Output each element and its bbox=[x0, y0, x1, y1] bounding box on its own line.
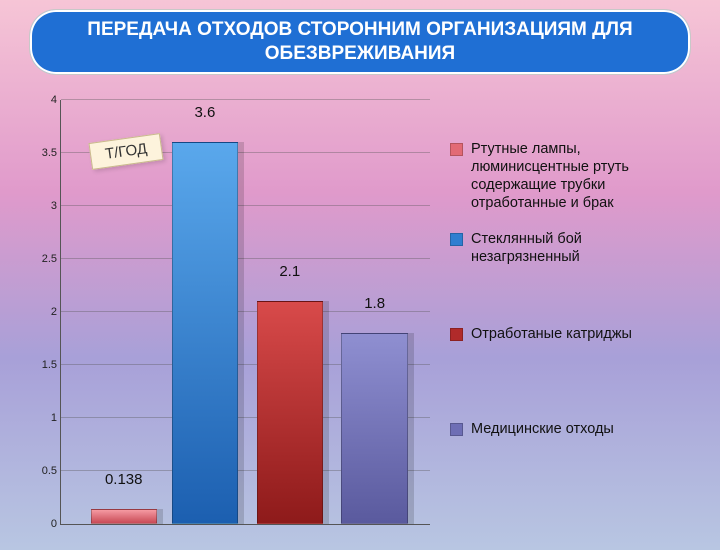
bar-value-label: 1.8 bbox=[335, 295, 415, 312]
legend-swatch bbox=[450, 328, 463, 341]
legend-swatch bbox=[450, 423, 463, 436]
y-tick-label: 3.5 bbox=[33, 147, 57, 159]
page-title: ПЕРЕДАЧА ОТХОДОВ СТОРОННИМ ОРГАНИЗАЦИЯМ … bbox=[87, 19, 632, 64]
grid-line bbox=[61, 205, 430, 206]
legend-item: Отработаные катриджы bbox=[450, 325, 690, 343]
title-bar: ПЕРЕДАЧА ОТХОДОВ СТОРОННИМ ОРГАНИЗАЦИЯМ … bbox=[30, 10, 690, 74]
legend-label: Отработаные катриджы bbox=[471, 325, 632, 343]
legend-item: Ртутные лампы, люминисцентные ртуть соде… bbox=[450, 140, 690, 213]
grid-line bbox=[61, 99, 430, 100]
legend-item: Стеклянный бой незагрязненный bbox=[450, 230, 690, 266]
bar-value-label: 2.1 bbox=[250, 263, 330, 280]
y-tick-label: 2.5 bbox=[33, 253, 57, 265]
bar bbox=[91, 509, 157, 524]
legend-swatch bbox=[450, 233, 463, 246]
y-tick-label: 0 bbox=[33, 518, 57, 530]
y-tick-label: 2 bbox=[33, 306, 57, 318]
y-tick-label: 3 bbox=[33, 200, 57, 212]
legend-swatch bbox=[450, 143, 463, 156]
y-tick-label: 1 bbox=[33, 412, 57, 424]
grid-line bbox=[61, 258, 430, 259]
y-tick-label: 4 bbox=[33, 94, 57, 106]
chart-stage: 00.511.522.533.540.1383.62.11.8 Т/ГОД Рт… bbox=[30, 100, 690, 535]
y-tick-label: 1.5 bbox=[33, 359, 57, 371]
bar bbox=[172, 142, 238, 524]
legend: Ртутные лампы, люминисцентные ртуть соде… bbox=[450, 140, 690, 525]
legend-label: Медицинские отходы bbox=[471, 420, 614, 438]
legend-item: Медицинские отходы bbox=[450, 420, 690, 438]
bar bbox=[257, 301, 323, 524]
bar-value-label: 3.6 bbox=[165, 104, 245, 121]
bar-value-label: 0.138 bbox=[84, 471, 164, 488]
y-tick-label: 0.5 bbox=[33, 465, 57, 477]
legend-label: Стеклянный бой незагрязненный bbox=[471, 230, 690, 266]
bar bbox=[341, 333, 407, 524]
legend-label: Ртутные лампы, люминисцентные ртуть соде… bbox=[471, 140, 690, 213]
